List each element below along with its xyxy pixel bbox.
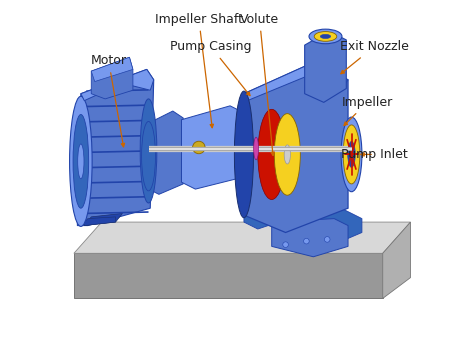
Circle shape bbox=[192, 141, 205, 154]
Text: Pump Casing: Pump Casing bbox=[170, 40, 252, 96]
Text: Volute: Volute bbox=[240, 12, 279, 155]
Polygon shape bbox=[244, 201, 279, 229]
Text: Impeller: Impeller bbox=[341, 96, 393, 125]
Polygon shape bbox=[84, 217, 116, 226]
Polygon shape bbox=[74, 253, 383, 298]
Ellipse shape bbox=[309, 29, 342, 44]
Polygon shape bbox=[272, 219, 348, 257]
Circle shape bbox=[283, 242, 288, 247]
Ellipse shape bbox=[73, 115, 89, 208]
Ellipse shape bbox=[348, 142, 356, 167]
Text: Exit Nozzle: Exit Nozzle bbox=[340, 40, 409, 74]
Polygon shape bbox=[182, 106, 244, 189]
Text: Motor: Motor bbox=[91, 54, 127, 147]
Ellipse shape bbox=[70, 96, 92, 226]
Polygon shape bbox=[305, 31, 346, 102]
Ellipse shape bbox=[314, 32, 337, 41]
Circle shape bbox=[324, 237, 330, 242]
Ellipse shape bbox=[284, 145, 291, 164]
Ellipse shape bbox=[254, 137, 258, 160]
Polygon shape bbox=[244, 62, 348, 232]
Circle shape bbox=[304, 238, 309, 244]
Polygon shape bbox=[84, 213, 122, 226]
Ellipse shape bbox=[258, 109, 285, 200]
Text: Pump Inlet: Pump Inlet bbox=[341, 148, 408, 161]
Polygon shape bbox=[77, 69, 154, 226]
Polygon shape bbox=[74, 222, 410, 253]
Text: Impeller Shaft: Impeller Shaft bbox=[155, 12, 243, 128]
Ellipse shape bbox=[78, 144, 84, 179]
Polygon shape bbox=[91, 57, 133, 82]
Ellipse shape bbox=[235, 91, 254, 218]
Polygon shape bbox=[148, 111, 183, 194]
Ellipse shape bbox=[140, 99, 157, 203]
Polygon shape bbox=[81, 69, 154, 101]
Polygon shape bbox=[91, 57, 133, 99]
Polygon shape bbox=[313, 208, 362, 243]
Ellipse shape bbox=[274, 114, 301, 195]
Polygon shape bbox=[383, 222, 410, 298]
Ellipse shape bbox=[320, 34, 331, 39]
Ellipse shape bbox=[343, 125, 360, 184]
Ellipse shape bbox=[142, 121, 155, 191]
Ellipse shape bbox=[341, 117, 362, 192]
Polygon shape bbox=[244, 62, 348, 101]
